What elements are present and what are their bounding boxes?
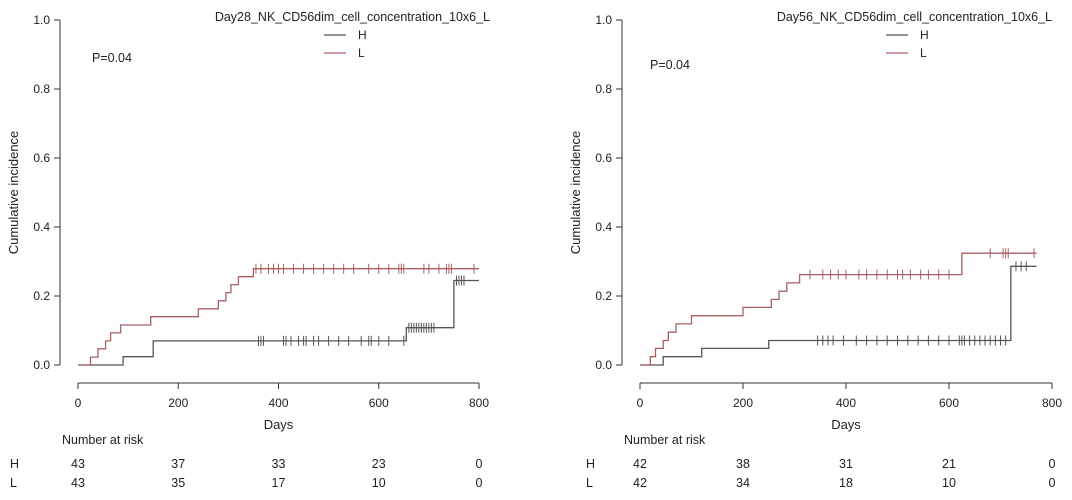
series-line-l <box>640 252 1037 366</box>
risk-count: 10 <box>372 476 386 490</box>
y-tick-label: 0.2 <box>595 289 612 303</box>
risk-count: 17 <box>272 476 286 490</box>
risk-group-label: L <box>586 476 593 490</box>
x-tick-label: 600 <box>939 396 959 410</box>
y-axis-label: Cumulative incidence <box>6 131 21 255</box>
risk-count: 21 <box>942 457 956 471</box>
x-tick-label: 800 <box>469 396 489 410</box>
risk-count: 34 <box>736 476 750 490</box>
risk-count: 43 <box>71 457 85 471</box>
x-tick-label: 0 <box>75 396 82 410</box>
risk-count: 43 <box>71 476 85 490</box>
p-value: P=0.04 <box>92 51 132 65</box>
x-tick-label: 0 <box>637 396 644 410</box>
p-value: P=0.04 <box>650 58 690 72</box>
legend-label-h: H <box>920 28 929 42</box>
risk-count: 38 <box>736 457 750 471</box>
panel-day56: 0.0 0.2 0.4 0.6 0.8 1.0 0 200 400 600 800 Cumulativ… <box>568 10 1062 490</box>
y-tick-label: 0.6 <box>33 151 50 165</box>
risk-count: 42 <box>633 476 647 490</box>
y-tick-label: 0.2 <box>33 289 50 303</box>
risk-count: 0 <box>1049 476 1056 490</box>
series-line-h <box>78 279 479 366</box>
risk-group-label: H <box>10 457 19 471</box>
chart-title: Day28_NK_CD56dim_cell_concentration_10x6… <box>215 10 490 24</box>
y-axis-label: Cumulative incidence <box>568 131 583 255</box>
x-tick-label: 400 <box>268 396 288 410</box>
y-tick-label: 0.4 <box>595 220 612 234</box>
risk-group-label: H <box>586 457 595 471</box>
risk-table-label: Number at risk <box>624 433 706 447</box>
y-tick-label: 0.0 <box>33 358 50 372</box>
y-tick-label: 0.8 <box>33 82 50 96</box>
series-line-l <box>78 268 479 366</box>
x-tick-label: 200 <box>733 396 753 410</box>
series-line-h <box>640 265 1037 366</box>
panel-day28: 0.0 0.2 0.4 0.6 0.8 1.0 0 200 400 600 800 Cumulativ… <box>6 10 490 490</box>
y-tick-label: 0.6 <box>595 151 612 165</box>
risk-count: 18 <box>839 476 853 490</box>
legend-label-h: H <box>358 28 367 42</box>
risk-count: 42 <box>633 457 647 471</box>
risk-count: 35 <box>171 476 185 490</box>
y-tick-label: 0.8 <box>595 82 612 96</box>
x-tick-label: 600 <box>369 396 389 410</box>
y-tick-label: 0.4 <box>33 220 50 234</box>
x-tick-label: 200 <box>168 396 188 410</box>
y-tick-label: 0.0 <box>595 358 612 372</box>
risk-count: 10 <box>942 476 956 490</box>
risk-count: 31 <box>839 457 853 471</box>
x-axis-label: Days <box>264 417 294 432</box>
legend-label-l: L <box>920 46 927 60</box>
x-axis-label: Days <box>831 417 861 432</box>
risk-table-label: Number at risk <box>62 433 144 447</box>
chart-title: Day56_NK_CD56dim_cell_concentration_10x6… <box>777 10 1052 24</box>
x-tick-label: 400 <box>836 396 856 410</box>
risk-count: 0 <box>476 476 483 490</box>
y-tick-label: 1.0 <box>33 13 50 27</box>
risk-count: 23 <box>372 457 386 471</box>
risk-count: 37 <box>171 457 185 471</box>
risk-count: 0 <box>1049 457 1056 471</box>
x-tick-label: 800 <box>1042 396 1062 410</box>
y-tick-label: 1.0 <box>595 13 612 27</box>
legend-label-l: L <box>358 46 365 60</box>
risk-group-label: L <box>10 476 17 490</box>
risk-count: 0 <box>476 457 483 471</box>
risk-count: 33 <box>272 457 286 471</box>
